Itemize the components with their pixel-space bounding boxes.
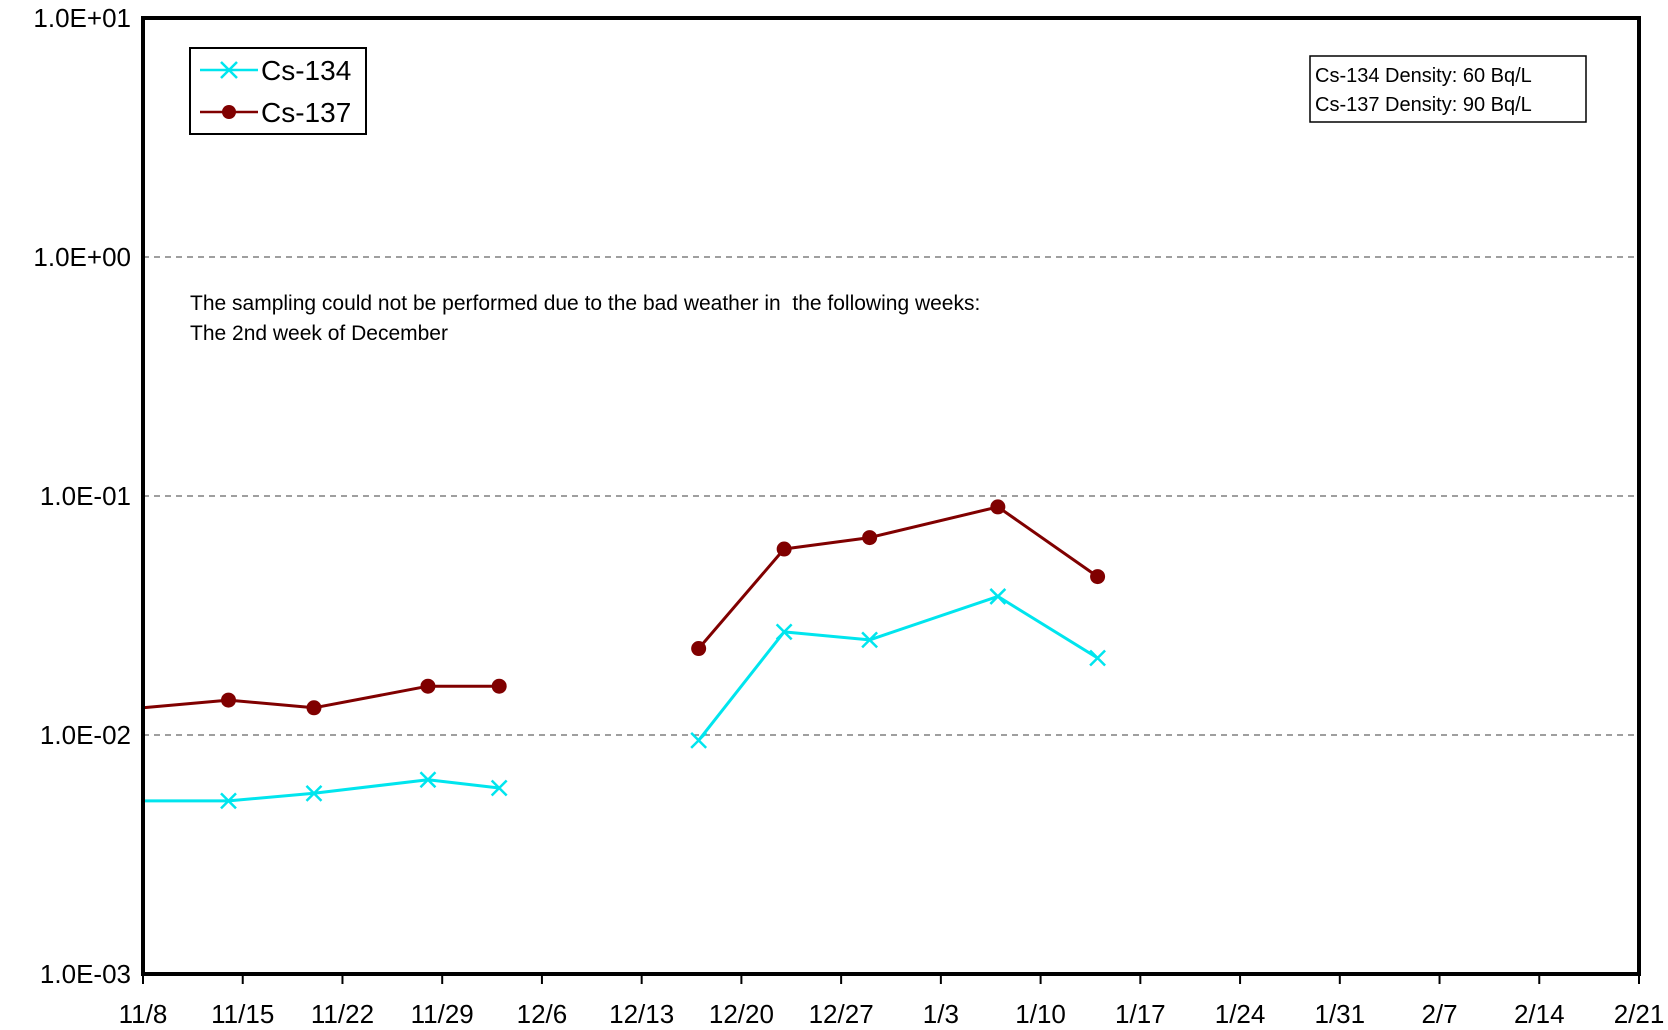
- density-cs134: Cs-134 Density: 60 Bq/L: [1315, 65, 1532, 87]
- series-cs-134: [143, 588, 1106, 810]
- legend-cs134-label: Cs-134: [261, 55, 351, 86]
- data-point-cs-134: [490, 779, 508, 797]
- series-line-cs-134: [143, 778, 500, 803]
- y-tick-label: 1.0E-02: [40, 720, 131, 750]
- data-point-cs-134: [861, 631, 879, 649]
- x-tick-label: 1/31: [1314, 999, 1365, 1029]
- note-line-2: The 2nd week of December: [190, 322, 448, 345]
- series-layer: [142, 499, 1106, 810]
- data-point-cs-134: [220, 792, 237, 810]
- data-point-cs-137: [491, 678, 507, 694]
- data-point-cs-137: [990, 499, 1006, 515]
- series-line-cs-134: [697, 594, 1099, 742]
- x-tick-label: 11/29: [411, 999, 474, 1029]
- x-tick-label: 2/7: [1421, 999, 1457, 1029]
- y-axis: 1.0E+01 1.0E+00 1.0E-01 1.0E-02 1.0E-03: [33, 3, 131, 989]
- data-point-cs-137: [420, 678, 436, 694]
- plot-area-frame: [141, 16, 1641, 976]
- y-tick-label: 1.0E-01: [40, 481, 131, 511]
- y-tick-label: 1.0E+00: [33, 242, 131, 272]
- x-tick-label: 1/17: [1115, 999, 1166, 1029]
- legend-cs134-marker: [220, 61, 238, 79]
- x-tick-label: 11/15: [211, 999, 274, 1029]
- x-tick-label: 1/3: [923, 999, 959, 1029]
- series-cs-137: [142, 499, 1106, 716]
- data-point-cs-134: [690, 731, 708, 749]
- legend: Cs-134 Cs-137: [189, 47, 367, 135]
- x-tick-label: 12/13: [609, 999, 674, 1029]
- legend-box: [189, 47, 367, 135]
- data-point-cs-134: [419, 771, 437, 789]
- data-point-cs-137: [306, 700, 322, 716]
- series-line-cs-137: [697, 505, 1099, 650]
- series-line-cs-137: [142, 684, 500, 710]
- x-tick-label: 12/6: [517, 999, 568, 1029]
- x-tick-label: 2/14: [1514, 999, 1565, 1029]
- density-cs137: Cs-137 Density: 90 Bq/L: [1315, 94, 1532, 116]
- note-line-1: The sampling could not be performed due …: [190, 292, 980, 315]
- y-tick-label: 1.0E-03: [40, 959, 131, 989]
- x-tick-label: 11/22: [311, 999, 374, 1029]
- x-tick-label: 2/21: [1614, 999, 1665, 1029]
- data-point-cs-134: [989, 588, 1007, 605]
- x-axis: 11/8 11/15 11/22 11/29 12/6 12/13 12/20 12/27 1/…: [119, 974, 1665, 1029]
- x-tick-label: 12/20: [709, 999, 774, 1029]
- data-point-cs-134: [305, 784, 323, 802]
- x-tick-label: 1/24: [1215, 999, 1266, 1029]
- data-point-cs-137: [862, 530, 878, 546]
- x-tick-label: 1/10: [1015, 999, 1066, 1029]
- data-point-cs-137: [776, 541, 792, 557]
- data-point-cs-134: [1089, 649, 1106, 667]
- y-tick-label: 1.0E+01: [33, 3, 131, 33]
- data-point-cs-134: [775, 623, 793, 641]
- legend-cs137-label: Cs-137: [261, 97, 351, 128]
- sampling-note: The sampling could not be performed due …: [190, 292, 980, 345]
- gridlines: [143, 256, 1639, 736]
- data-point-cs-137: [220, 692, 236, 708]
- data-point-cs-137: [691, 641, 707, 657]
- density-info-box: Cs-134 Density: 60 Bq/L Cs-137 Density: …: [1309, 55, 1587, 123]
- x-tick-label: 11/8: [119, 999, 168, 1029]
- legend-cs137-marker: [222, 105, 236, 119]
- density-box-frame: [1309, 55, 1587, 123]
- x-tick-label: 12/27: [809, 999, 874, 1029]
- data-point-cs-137: [1090, 569, 1106, 585]
